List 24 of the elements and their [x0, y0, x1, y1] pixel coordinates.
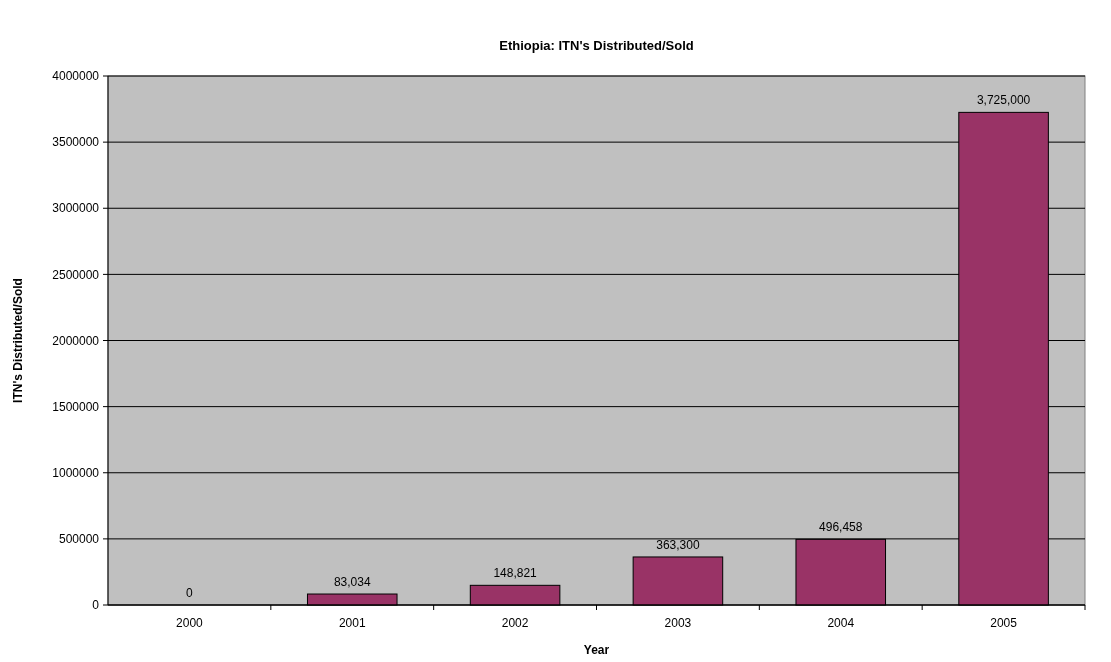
y-tick-label: 500000 — [58, 532, 100, 547]
x-tick-label: 2005 — [990, 616, 1018, 630]
data-label: 496,458 — [819, 520, 863, 535]
chart-title: Ethiopia: ITN's Distributed/Sold — [499, 38, 694, 53]
data-label: 83,034 — [333, 575, 371, 590]
y-tick-label: 2000000 — [52, 333, 100, 348]
data-label: 363,300 — [656, 537, 700, 552]
data-label: 148,821 — [493, 566, 538, 581]
y-tick-label: 1000000 — [52, 465, 100, 480]
y-tick-label: 3500000 — [52, 135, 100, 150]
x-tick-label: 2004 — [827, 616, 855, 630]
x-tick-label: 2001 — [338, 616, 366, 630]
data-label: 0 — [186, 586, 194, 600]
x-tick-label: 2000 — [176, 616, 204, 630]
x-tick-label: 2002 — [501, 616, 529, 630]
y-tick-label: 4000000 — [52, 69, 100, 84]
y-tick-label: 2500000 — [52, 267, 100, 282]
x-axis-title: Year — [583, 643, 610, 657]
y-tick-label: 1500000 — [52, 399, 100, 414]
data-label: 3,725,000 — [976, 93, 1031, 108]
x-tick-label: 2003 — [664, 616, 692, 630]
y-axis-title: ITN's Distributed/Sold — [11, 278, 25, 403]
y-tick-label: 0 — [92, 598, 100, 613]
y-tick-label: 3000000 — [52, 201, 100, 216]
